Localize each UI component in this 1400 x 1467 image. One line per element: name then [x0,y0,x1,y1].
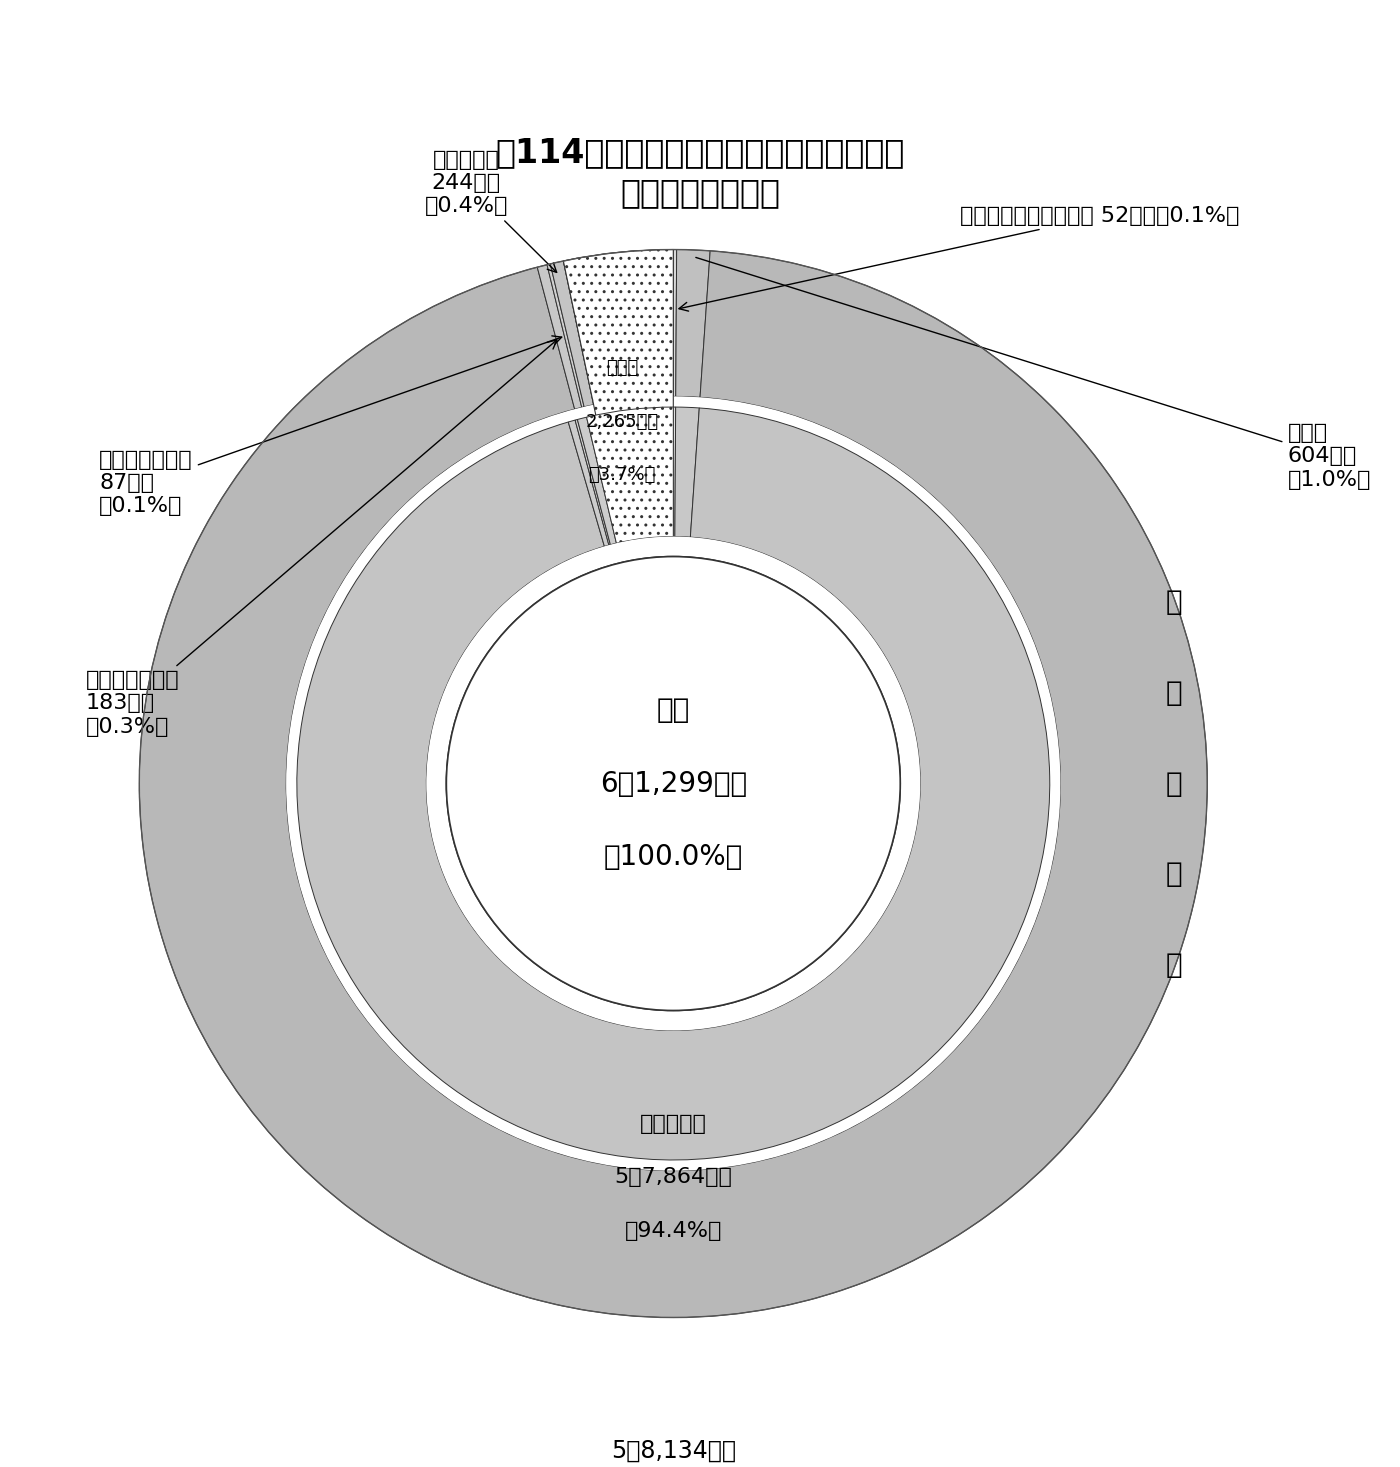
Text: 2,265億円: 2,265億円 [585,412,659,431]
Text: その他の給付費
183億円
（0.3%）: その他の給付費 183億円 （0.3%） [85,340,557,736]
Wedge shape [563,249,673,541]
Text: 介護諸費等: 介護諸費等 [640,1113,707,1134]
Wedge shape [673,406,676,537]
Wedge shape [673,249,676,396]
Text: （保険事業勘定）: （保険事業勘定） [620,176,780,210]
Wedge shape [140,251,1207,1317]
Wedge shape [550,261,594,406]
Wedge shape [577,417,616,544]
Text: 5兆7,864億円: 5兆7,864億円 [615,1168,732,1187]
Wedge shape [568,420,609,546]
Text: （3.7%）: （3.7%） [588,467,657,484]
Wedge shape [563,249,673,405]
Wedge shape [577,417,616,544]
Wedge shape [675,406,699,537]
Wedge shape [675,406,699,537]
Wedge shape [676,249,710,398]
Wedge shape [587,406,673,543]
Wedge shape [547,264,584,408]
Text: （100.0%）: （100.0%） [603,844,743,871]
Circle shape [447,556,900,1011]
Text: 基金積立金
244億円
（0.4%）: 基金積立金 244億円 （0.4%） [424,150,557,273]
Text: 給: 給 [1166,770,1182,798]
Text: （94.4%）: （94.4%） [624,1221,722,1241]
Text: その他
604億円
（1.0%）: その他 604億円 （1.0%） [696,257,1371,490]
Text: 財政安定化基金拠出金 52億円（0.1%）: 財政安定化基金拠出金 52億円（0.1%） [679,207,1239,311]
Wedge shape [568,420,609,546]
Wedge shape [297,408,1050,1160]
Wedge shape [575,420,610,546]
Text: 総務費: 総務費 [606,359,638,377]
Circle shape [427,537,920,1030]
Text: 付: 付 [1166,860,1182,889]
Text: 険: 険 [1166,679,1182,707]
Text: 審査支払手数料
87億円
（0.1%）: 審査支払手数料 87億円 （0.1%） [99,336,561,516]
Text: 保: 保 [1166,588,1182,616]
Text: 歳出: 歳出 [657,697,690,725]
Circle shape [286,396,1060,1171]
Text: 費: 費 [1166,951,1182,978]
Text: 第114図　介護保険事業の歳出決算の状況: 第114図 介護保険事業の歳出決算の状況 [496,136,904,169]
Wedge shape [673,406,676,537]
Circle shape [447,556,900,1011]
Text: 5兆8,134億円: 5兆8,134億円 [610,1439,736,1463]
Wedge shape [575,420,610,546]
Wedge shape [538,264,582,409]
Text: 6兆1,299億円: 6兆1,299億円 [599,770,746,798]
Wedge shape [587,406,673,543]
Wedge shape [297,408,1050,1160]
